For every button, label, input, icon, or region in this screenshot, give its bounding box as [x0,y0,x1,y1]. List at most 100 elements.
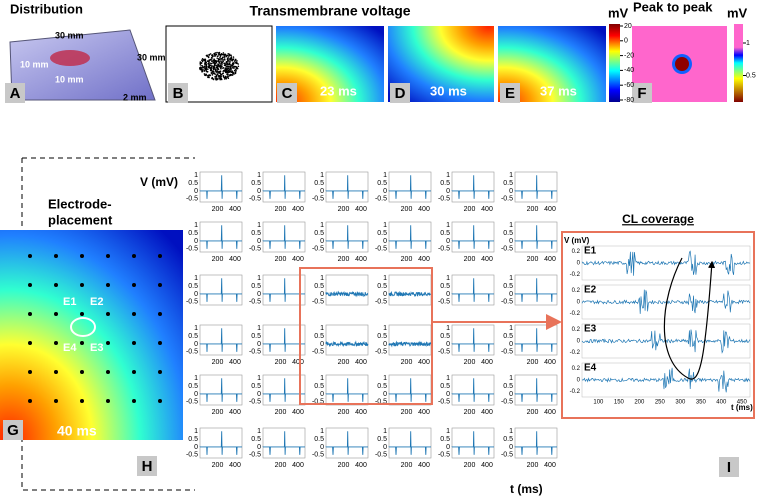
tick-label: 20 [624,23,632,30]
electrode-dot [28,254,32,258]
x-tick-label: 250 [655,400,666,406]
dot [219,70,222,73]
y-tick-label: -0.5 [501,246,513,253]
plot-frame [451,324,495,356]
y-tick-label: 1 [383,172,387,179]
title: placement [48,212,113,227]
electrode-dot [158,312,162,316]
dot [233,73,235,75]
y-tick-label: 1 [194,325,198,332]
y-tick-label: 0 [257,291,261,298]
dot [212,65,214,68]
plot-frame [451,171,495,203]
plot-frame [325,221,369,253]
y-tick-label: 0.5 [377,230,387,237]
dot [199,61,202,63]
electrode-dot [80,399,84,403]
dot [201,59,203,61]
dot [215,53,218,56]
dot [232,71,235,74]
dot [226,76,229,78]
x-tick-label: 400 [481,206,493,213]
y-tick-label: 0 [446,391,450,398]
y-tick-label: -0.5 [249,399,261,406]
plot-frame [388,374,432,406]
electrode-dot [54,254,58,258]
dot [227,66,229,68]
trace [325,225,368,249]
time: 23 ms [320,83,357,98]
electrode-dot [54,312,58,316]
electrode-dot [132,370,136,374]
y-tick-label: 0 [577,378,581,384]
dot [204,68,207,71]
y-tick-label: 0 [257,444,261,451]
dot [217,78,219,80]
dot [225,55,228,58]
y-tick-label: 1 [509,428,513,435]
dot [213,64,216,66]
plot-frame [451,374,495,406]
slab [9,29,156,101]
dot [236,66,238,69]
y-tick-label: -0.5 [186,246,198,253]
trace [388,175,431,199]
x-tick-label: 400 [544,256,556,263]
x-tick-label: 400 [229,359,241,366]
dot [213,66,216,69]
dot [223,62,226,65]
panel-label-box [277,83,297,103]
colorbar [609,24,620,102]
x-tick-label: 400 [292,462,304,469]
y-tick-label: 0 [383,238,387,245]
dim: 10 mm [55,74,84,84]
dot [206,71,208,73]
dot [212,67,214,70]
panel-label-box [719,457,739,477]
x-tick-label: 200 [212,256,224,263]
y-tick-label: 1 [383,275,387,282]
y-tick-label: 1 [194,428,198,435]
panel-label-box [390,83,410,103]
dot [210,72,213,74]
y-tick-label: -0.5 [438,399,450,406]
dot [230,59,232,62]
dot [233,60,236,62]
plot-frame [514,221,558,253]
dot [226,62,229,64]
dot [215,60,218,63]
electrode-dot [54,341,58,345]
y-tick-label: 0.2 [572,366,581,372]
electrode-dot [54,399,58,403]
plot-frame [514,427,558,459]
y-tick-label: 0.5 [314,333,324,340]
x-tick-label: 200 [275,256,287,263]
trace [199,431,242,455]
plot-frame [262,171,306,203]
dot [222,75,225,78]
y-tick-label: 0.5 [377,383,387,390]
electrode-dot [132,399,136,403]
panel-label: A [10,85,21,102]
electrode-dot [28,312,32,316]
dot [202,68,204,71]
y-tick-label: 0 [194,291,198,298]
dot [228,59,231,61]
electrode-dot [28,399,32,403]
dot [226,73,229,75]
trace [199,175,242,199]
y-label: V (mV) [564,236,590,245]
x-tick-label: 400 [355,462,367,469]
y-tick-label: -0.5 [186,196,198,203]
x-tick-label: 200 [527,462,539,469]
dot [212,68,215,71]
trace [262,225,305,249]
electrode-dot [80,341,84,345]
dot [217,52,220,54]
y-tick-label: -0.5 [312,299,324,306]
x-tick-label: 200 [338,359,350,366]
y-tick-label: -0.5 [501,299,513,306]
y-tick-label: 0 [446,444,450,451]
electrode: E2 [584,285,597,296]
x-tick-label: 400 [418,462,430,469]
